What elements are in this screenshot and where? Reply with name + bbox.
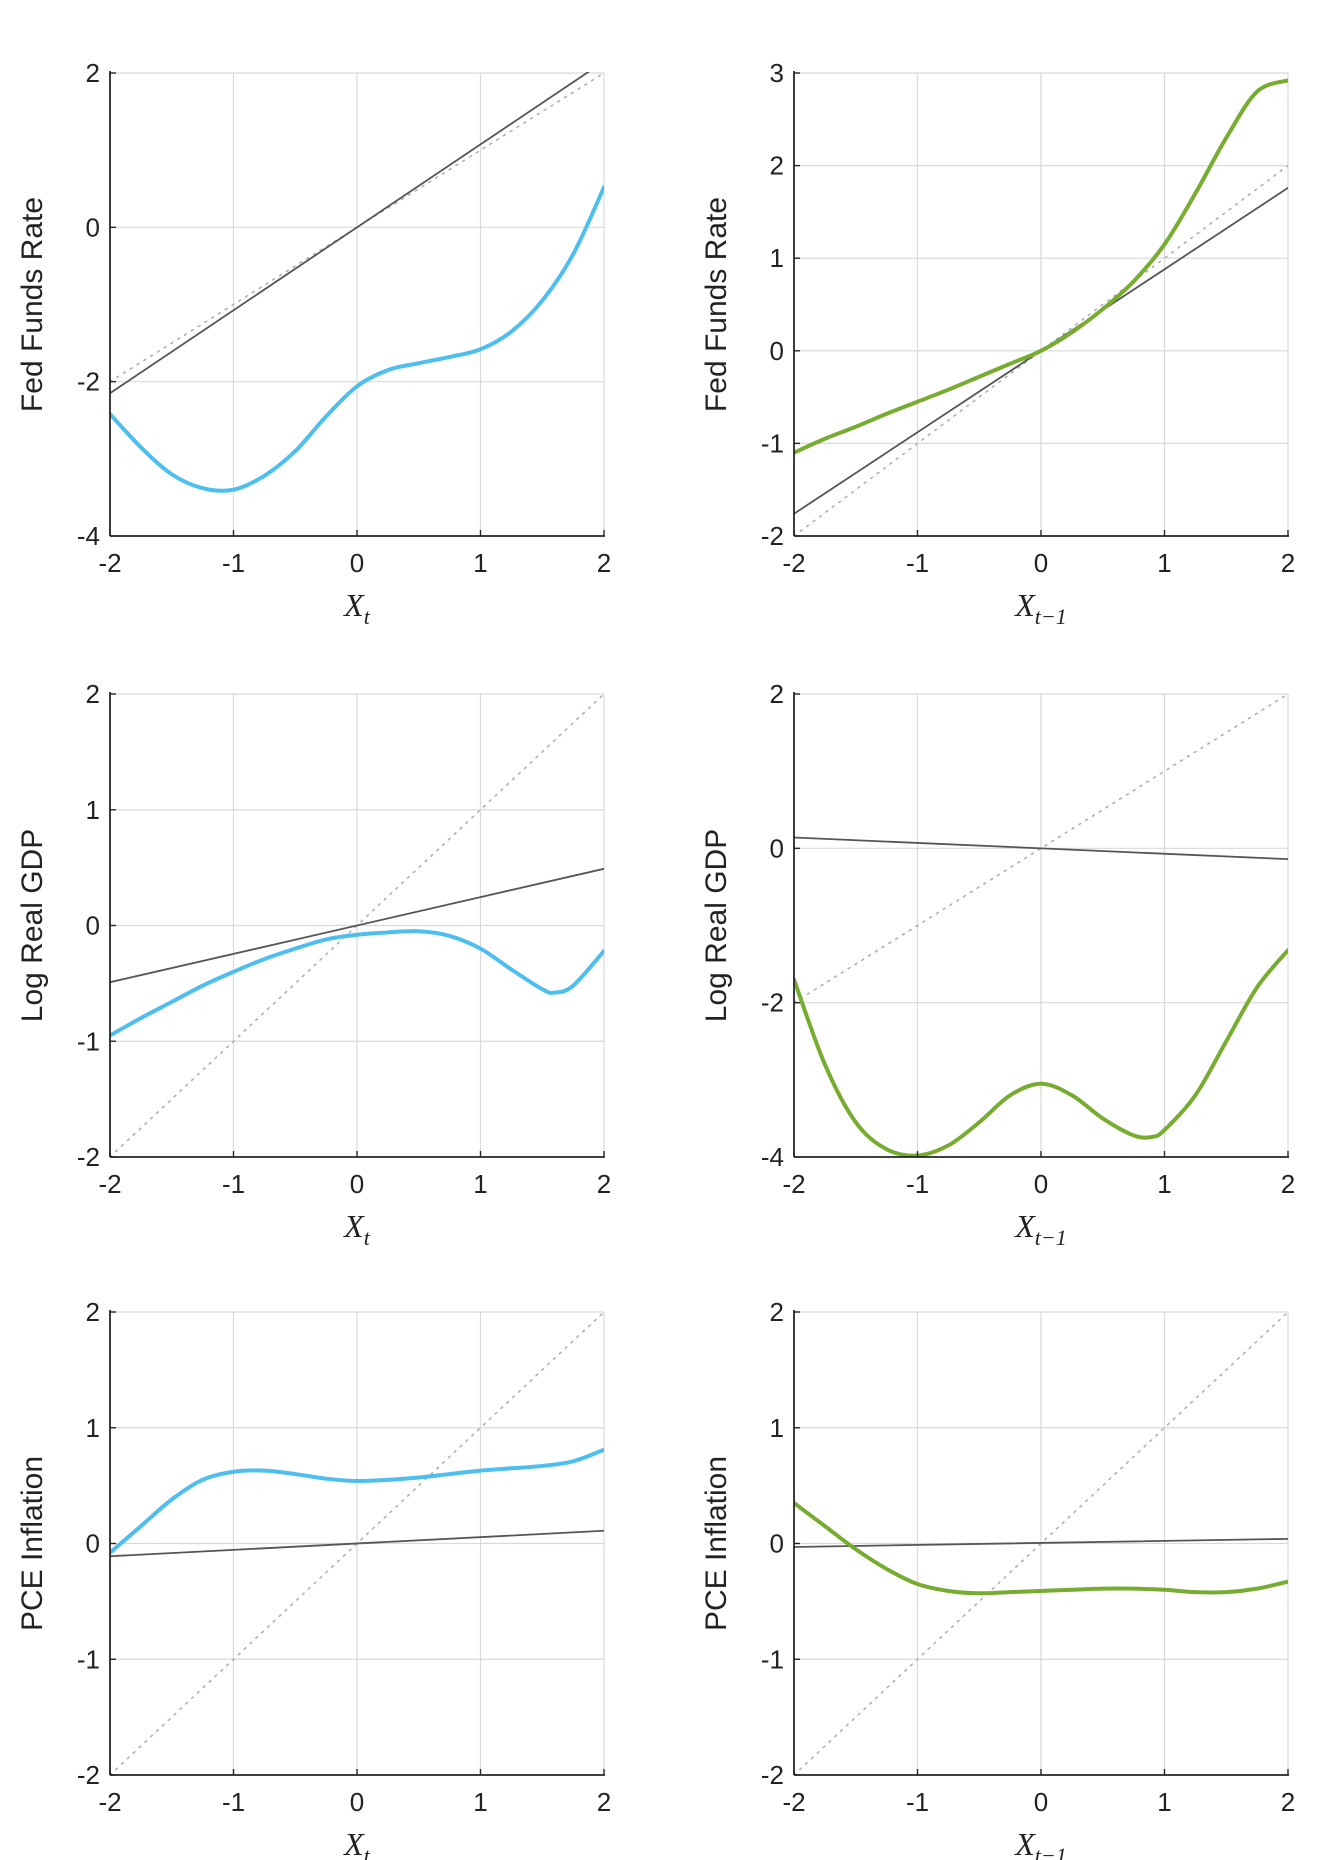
y-tick-label: -1 <box>77 1644 100 1674</box>
y-tick-label: 2 <box>770 1297 784 1327</box>
y-axis-label: PCE Inflation <box>700 1456 733 1631</box>
series-linear-line <box>110 72 590 395</box>
y-tick-label: -1 <box>761 428 784 458</box>
y-tick-label: 1 <box>770 243 784 273</box>
y-tick-label: -1 <box>77 1026 100 1056</box>
y-axis-label: PCE Inflation <box>16 1456 49 1631</box>
chart-panel-row3-col1: -2 -1 0 1 2 -2 -1 0 1 2 PCE Inflation Xt <box>16 1297 611 1860</box>
y-tick-label: 1 <box>86 795 100 825</box>
y-tick-label: 3 <box>770 58 784 88</box>
y-tick-label: 0 <box>770 1529 784 1559</box>
series-linear-line <box>794 1537 1288 1548</box>
x-tick-label: -1 <box>906 548 929 578</box>
series-nonlinear-line <box>110 1447 604 1555</box>
y-tick-label: -2 <box>761 521 784 551</box>
series-nonlinear-line <box>794 948 1288 1158</box>
x-tick-label: 2 <box>597 1787 611 1817</box>
series-identity-line <box>794 693 1288 1004</box>
x-tick-label: -1 <box>222 1787 245 1817</box>
chart-panel-row3-col2: -2 -1 0 1 2 -2 -1 0 1 2 PCE Inflation Xt−1 <box>700 1297 1295 1860</box>
x-tick-label: -2 <box>782 1169 805 1199</box>
x-tick-label: 0 <box>1034 1787 1048 1817</box>
y-axis-label: Fed Funds Rate <box>700 197 733 412</box>
x-tick-label: 1 <box>473 1169 487 1199</box>
y-tick-label: 2 <box>86 58 100 88</box>
x-tick-label: 0 <box>350 1787 364 1817</box>
x-axis-label: Xt−1 <box>1013 587 1067 629</box>
y-tick-label: 0 <box>86 1529 100 1559</box>
x-tick-label: 2 <box>1281 1169 1295 1199</box>
y-tick-label: 2 <box>86 679 100 709</box>
y-tick-label: 0 <box>770 336 784 366</box>
y-tick-label: 2 <box>86 1297 100 1327</box>
y-axis-label: Fed Funds Rate <box>16 197 49 412</box>
x-tick-label: 2 <box>1281 1787 1295 1817</box>
series-nonlinear-line <box>794 78 1288 455</box>
y-axis-label: Log Real GDP <box>700 829 733 1022</box>
series-nonlinear-line <box>110 929 604 1038</box>
x-tick-label: 0 <box>350 1169 364 1199</box>
y-axis-label: Log Real GDP <box>16 829 49 1022</box>
x-tick-label: 0 <box>1034 1169 1048 1199</box>
x-tick-label: 2 <box>1281 548 1295 578</box>
y-tick-label: 0 <box>86 212 100 242</box>
y-tick-label: -2 <box>77 367 100 397</box>
x-tick-label: -1 <box>222 1169 245 1199</box>
y-tick-label: -2 <box>77 1760 100 1790</box>
series-linear-line <box>110 867 604 984</box>
y-tick-label: -4 <box>761 1142 784 1172</box>
x-tick-label: 0 <box>1034 548 1048 578</box>
x-tick-label: -2 <box>782 548 805 578</box>
y-tick-label: 1 <box>770 1413 784 1443</box>
x-tick-label: -2 <box>98 1169 121 1199</box>
x-tick-label: -1 <box>906 1169 929 1199</box>
x-tick-label: 1 <box>473 548 487 578</box>
y-tick-label: -4 <box>77 521 100 551</box>
y-tick-label: 1 <box>86 1413 100 1443</box>
x-tick-label: -2 <box>782 1787 805 1817</box>
series-linear-line <box>794 836 1288 861</box>
series-nonlinear-line <box>794 1500 1288 1596</box>
x-axis-label: Xt <box>342 1208 371 1250</box>
x-tick-label: -2 <box>98 548 121 578</box>
series-identity-line <box>110 72 604 383</box>
chart-panel-row1-col2: -2 -1 0 1 2 -2 -1 0 1 2 3 Fed Funds Rate Xt−1 <box>700 58 1295 629</box>
y-tick-label: -1 <box>761 1644 784 1674</box>
x-tick-label: 2 <box>597 1169 611 1199</box>
x-axis-label: Xt−1 <box>1013 1826 1067 1860</box>
y-tick-label: 0 <box>86 911 100 941</box>
chart-panel-row2-col1: -2 -1 0 1 2 -2 -1 0 1 2 Log Real GDP Xt <box>16 679 611 1250</box>
x-tick-label: 1 <box>1157 1787 1171 1817</box>
y-tick-label: -2 <box>77 1142 100 1172</box>
x-tick-label: 1 <box>1157 548 1171 578</box>
x-tick-label: 0 <box>350 548 364 578</box>
y-tick-label: 2 <box>770 151 784 181</box>
x-tick-label: -1 <box>222 548 245 578</box>
y-tick-label: 0 <box>770 833 784 863</box>
x-tick-label: -1 <box>906 1787 929 1817</box>
series-identity-line <box>794 164 1288 537</box>
series-linear-line <box>110 1529 604 1558</box>
x-axis-label: Xt <box>342 587 371 629</box>
x-tick-label: 1 <box>473 1787 487 1817</box>
y-tick-label: -2 <box>761 1760 784 1790</box>
x-axis-label: Xt <box>342 1826 371 1860</box>
series-nonlinear-line <box>110 185 604 493</box>
x-tick-label: 2 <box>597 548 611 578</box>
y-tick-label: 2 <box>770 679 784 709</box>
x-tick-label: -2 <box>98 1787 121 1817</box>
x-axis-label: Xt−1 <box>1013 1208 1067 1250</box>
x-tick-label: 1 <box>1157 1169 1171 1199</box>
y-tick-label: -2 <box>761 988 784 1018</box>
